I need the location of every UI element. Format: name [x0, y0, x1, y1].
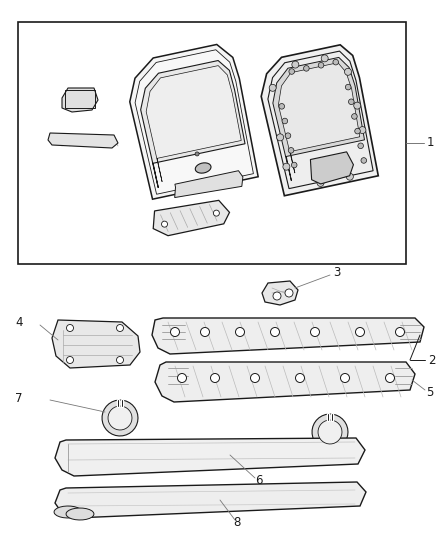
Circle shape — [385, 374, 395, 383]
Polygon shape — [55, 438, 365, 476]
Polygon shape — [153, 200, 230, 236]
Circle shape — [251, 374, 259, 383]
Polygon shape — [195, 163, 211, 173]
Circle shape — [291, 162, 297, 168]
Polygon shape — [273, 58, 364, 181]
Circle shape — [345, 68, 352, 75]
Circle shape — [279, 103, 285, 109]
Text: 1: 1 — [427, 136, 434, 149]
Polygon shape — [141, 61, 245, 188]
Polygon shape — [55, 482, 366, 518]
Polygon shape — [102, 400, 138, 436]
Polygon shape — [48, 133, 118, 148]
Text: 7: 7 — [15, 392, 22, 406]
Text: 8: 8 — [233, 516, 240, 529]
Circle shape — [285, 133, 291, 139]
Circle shape — [354, 102, 361, 109]
Polygon shape — [261, 45, 378, 196]
Circle shape — [162, 221, 168, 227]
Circle shape — [333, 59, 339, 65]
Polygon shape — [130, 44, 258, 199]
Polygon shape — [262, 281, 298, 305]
Polygon shape — [108, 406, 132, 430]
Polygon shape — [152, 318, 424, 354]
Circle shape — [349, 99, 354, 104]
Circle shape — [273, 292, 281, 300]
Circle shape — [271, 327, 279, 336]
Text: 5: 5 — [426, 385, 433, 399]
Polygon shape — [54, 506, 82, 518]
Circle shape — [117, 357, 124, 364]
Circle shape — [321, 55, 328, 62]
Circle shape — [352, 114, 357, 119]
Circle shape — [340, 374, 350, 383]
Bar — [65, 90, 95, 108]
Polygon shape — [175, 171, 243, 198]
Polygon shape — [318, 420, 342, 444]
Polygon shape — [279, 63, 360, 173]
Circle shape — [289, 69, 294, 74]
Circle shape — [282, 118, 288, 124]
Circle shape — [277, 134, 284, 141]
Text: 2: 2 — [428, 353, 435, 367]
Text: 4: 4 — [15, 317, 22, 329]
Circle shape — [359, 126, 366, 134]
Circle shape — [195, 152, 199, 156]
Circle shape — [296, 374, 304, 383]
Bar — [18, 22, 406, 264]
Circle shape — [292, 61, 299, 68]
Circle shape — [285, 289, 293, 297]
Polygon shape — [52, 320, 140, 368]
Polygon shape — [268, 51, 373, 189]
Circle shape — [170, 327, 180, 336]
Polygon shape — [312, 414, 348, 450]
Circle shape — [288, 148, 294, 153]
Circle shape — [355, 128, 360, 134]
Circle shape — [283, 163, 290, 170]
Circle shape — [117, 325, 124, 332]
Polygon shape — [311, 152, 353, 184]
Circle shape — [318, 62, 324, 68]
Circle shape — [346, 173, 353, 180]
Circle shape — [304, 66, 309, 71]
Circle shape — [346, 84, 351, 90]
Circle shape — [317, 180, 324, 187]
Text: 3: 3 — [333, 266, 340, 279]
Circle shape — [201, 327, 209, 336]
Polygon shape — [66, 508, 94, 520]
Circle shape — [269, 84, 276, 91]
Polygon shape — [146, 66, 241, 182]
Circle shape — [211, 374, 219, 383]
Circle shape — [67, 325, 74, 332]
Circle shape — [361, 158, 367, 163]
Circle shape — [358, 143, 364, 149]
Polygon shape — [155, 362, 415, 402]
Circle shape — [311, 327, 319, 336]
Circle shape — [356, 327, 364, 336]
Polygon shape — [135, 50, 254, 194]
Polygon shape — [62, 88, 98, 112]
Circle shape — [396, 327, 405, 336]
Text: 6: 6 — [255, 474, 262, 488]
Circle shape — [67, 357, 74, 364]
Circle shape — [177, 374, 187, 383]
Circle shape — [213, 210, 219, 216]
Circle shape — [236, 327, 244, 336]
